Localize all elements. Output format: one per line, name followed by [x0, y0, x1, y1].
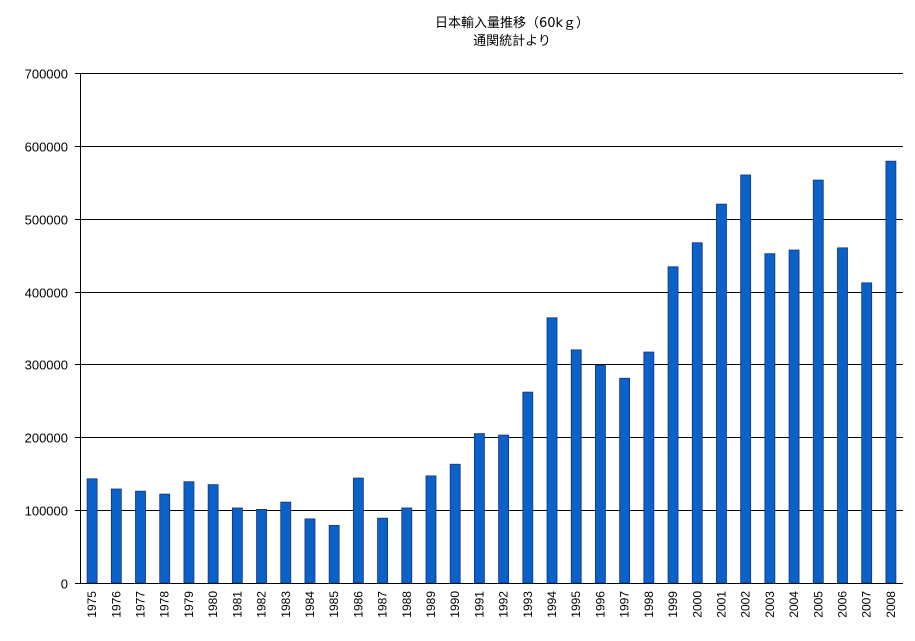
x-tick-label: 1979 [182, 591, 196, 618]
x-tick-labels: 1975 1976 1977 1978 1979 1980 1981 1982 1983 1984… [85, 591, 898, 618]
y-tick-labels: 0 100000 200000 300000 400000 500000 600000 700… [25, 67, 68, 592]
y-tick-label: 700000 [25, 67, 68, 82]
x-tick-label: 1978 [158, 591, 172, 618]
bars [86, 160, 897, 584]
x-tick-label: 2006 [835, 591, 849, 618]
x-tick-label: 2004 [787, 591, 801, 618]
bar-1995 [570, 349, 582, 584]
x-tick-label: 1989 [424, 591, 438, 618]
y-tick-label: 500000 [25, 213, 68, 228]
x-tick-label: 1995 [569, 591, 583, 618]
bar-2006 [837, 247, 848, 584]
x-tick-label: 1981 [230, 591, 244, 618]
bar-2000 [691, 242, 703, 584]
x-tick-label: 2000 [690, 591, 704, 618]
x-tick-label: 1990 [448, 591, 462, 618]
x-tick-label: 1980 [206, 591, 220, 618]
x-tick-label: 1996 [593, 591, 607, 618]
y-tick-label: 200000 [25, 431, 68, 446]
y-tick-label: 100000 [25, 504, 68, 519]
bar-2003 [764, 253, 776, 584]
bar-1990 [449, 463, 461, 584]
chart-title: 日本輸入量推移（60kｇ） [435, 16, 589, 31]
x-tick-label: 2008 [884, 591, 898, 618]
bar-1986 [352, 477, 364, 584]
bar-1980 [207, 484, 219, 584]
x-tick-label: 1997 [618, 591, 632, 618]
y-tick-label: 400000 [25, 286, 68, 301]
bar-2007 [861, 282, 873, 584]
bar-1993 [522, 391, 534, 584]
bar-1979 [183, 481, 195, 584]
x-tick-label: 1986 [351, 591, 365, 618]
x-tick-label: 2003 [763, 591, 777, 618]
x-tick-label: 1975 [85, 591, 99, 618]
bar-1984 [304, 518, 316, 584]
bar-1996 [595, 364, 606, 584]
bar-1981 [231, 507, 243, 584]
bar-1987 [377, 517, 388, 584]
y-tick-label: 0 [61, 577, 68, 592]
x-tick-label: 1999 [666, 591, 680, 618]
chart-subtitle: 通関統計より [473, 33, 551, 49]
x-tick-label: 1984 [303, 591, 317, 618]
x-tick-label: 1982 [255, 591, 269, 618]
x-tick-label: 1976 [109, 591, 123, 618]
bar-2005 [812, 179, 824, 584]
bar-1999 [667, 266, 679, 584]
bar-1988 [401, 507, 413, 584]
x-tick-label: 1998 [642, 591, 656, 618]
x-tick-label: 1991 [472, 591, 486, 618]
bar-1976 [110, 488, 122, 584]
bar-1992 [498, 434, 510, 584]
x-tick-label: 2002 [739, 591, 753, 618]
bar-2008 [885, 160, 897, 584]
bar-1978 [159, 493, 171, 584]
bar-1998 [643, 351, 655, 584]
x-tick-label: 1994 [545, 591, 559, 618]
bar-1991 [473, 433, 485, 584]
gridlines [80, 73, 903, 584]
bar-1975 [86, 478, 98, 584]
x-tick-label: 1988 [400, 591, 414, 618]
bar-1983 [280, 501, 292, 584]
bar-1982 [256, 509, 267, 584]
bar-1989 [425, 475, 437, 584]
y-tick-label: 300000 [25, 358, 68, 373]
x-tick-label: 1993 [521, 591, 535, 618]
bar-1977 [135, 490, 146, 584]
x-tick-label: 2007 [860, 591, 874, 618]
x-tick-label: 1985 [327, 591, 341, 618]
x-tick-label: 1983 [279, 591, 293, 618]
bar-2002 [740, 174, 752, 584]
bar-2001 [716, 203, 727, 584]
y-tick-label: 600000 [25, 140, 68, 155]
bar-2004 [788, 249, 800, 584]
x-tick-label: 1977 [134, 591, 148, 618]
x-tick-label: 1992 [497, 591, 511, 618]
axes [75, 73, 81, 584]
bar-1997 [619, 377, 631, 584]
x-tick-label: 2001 [714, 591, 728, 618]
bar-1985 [328, 525, 340, 584]
x-tick-label: 1987 [376, 591, 390, 618]
x-tick-label: 2005 [811, 591, 825, 618]
bar-1994 [546, 317, 558, 584]
